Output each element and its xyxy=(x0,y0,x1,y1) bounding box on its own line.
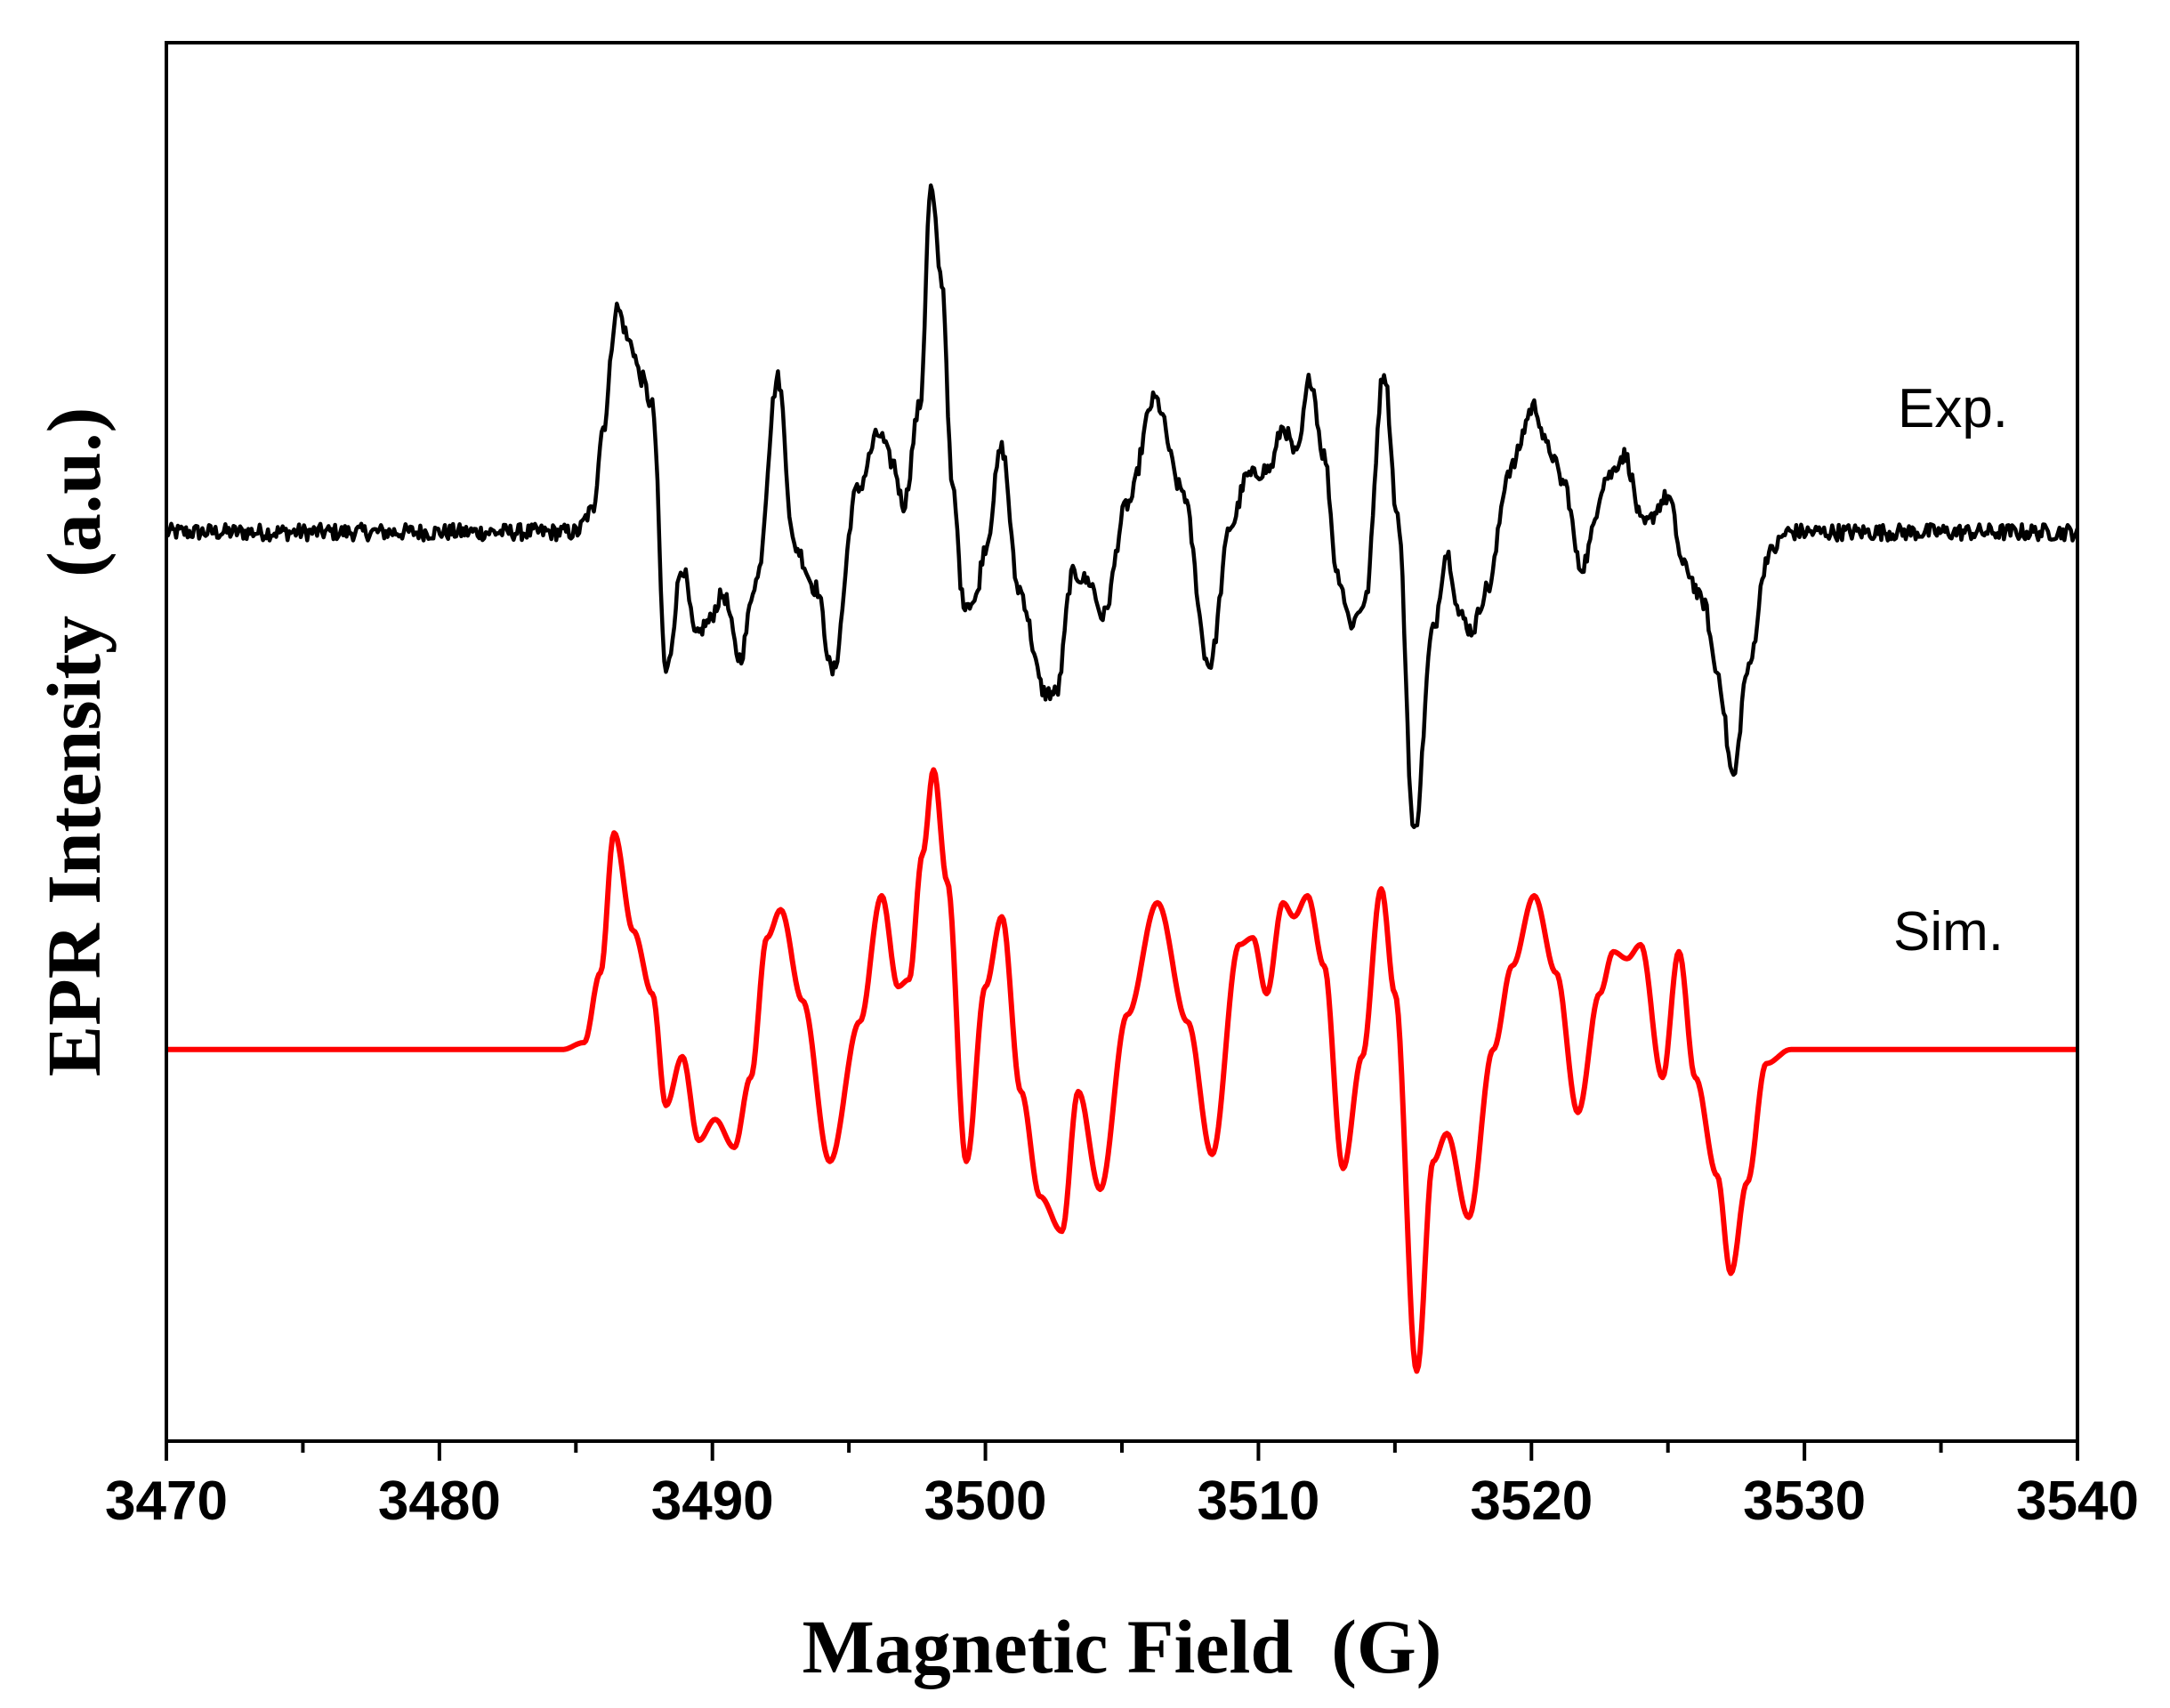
x-tick-label: 3530 xyxy=(1743,1470,1866,1532)
x-tick-label: 3520 xyxy=(1470,1470,1593,1532)
x-tick-label: 3540 xyxy=(2016,1470,2139,1532)
x-tick-label: 3500 xyxy=(924,1470,1047,1532)
y-axis-title: EPR Intensity (a.u.) xyxy=(31,407,117,1077)
x-tick-label: 3470 xyxy=(105,1470,228,1532)
x-axis-title: Magnetic Field (G) xyxy=(803,1604,1442,1689)
series-line-exp xyxy=(164,183,2080,829)
series-layer xyxy=(164,183,2080,1374)
plot-frame xyxy=(165,41,2079,1443)
x-axis-ticks xyxy=(165,1441,2079,1461)
x-axis-tick-labels: 3470 3480 3490 3500 3510 3520 3530 3540 xyxy=(105,1470,2139,1532)
x-tick-label: 3510 xyxy=(1197,1470,1319,1532)
x-tick-label: 3480 xyxy=(378,1470,501,1532)
x-tick-label: 3490 xyxy=(651,1470,774,1532)
series-line-sim xyxy=(165,767,2079,1374)
series-label-exp: Exp. xyxy=(1898,378,2008,439)
series-label-sim: Sim. xyxy=(1893,901,2004,963)
